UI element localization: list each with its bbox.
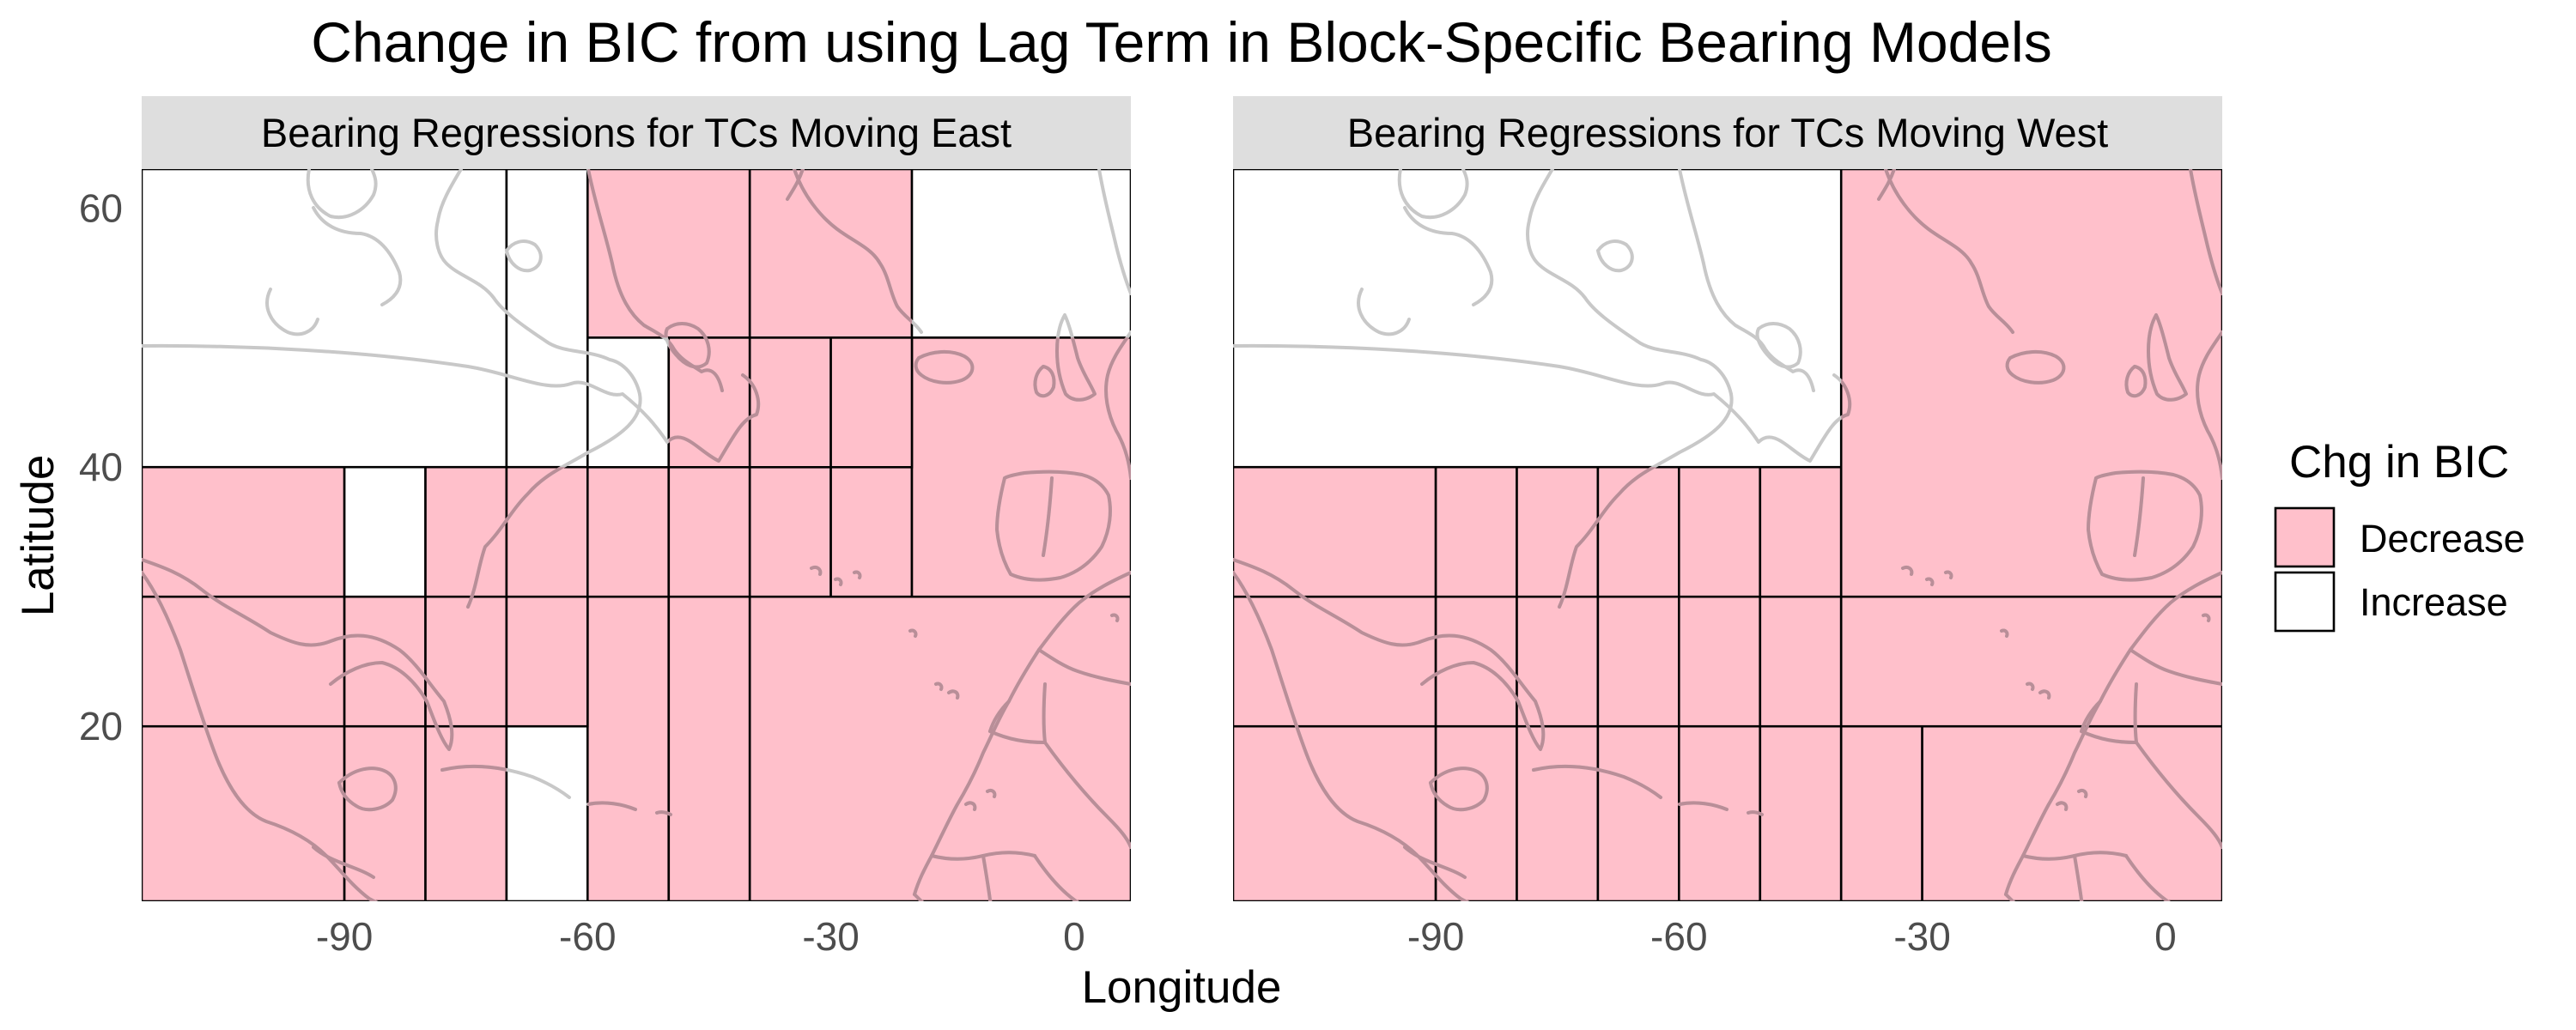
block-increase <box>343 465 427 598</box>
y-axis-title: Latitude <box>13 455 64 617</box>
block-decrease <box>1434 724 1518 901</box>
block-decrease <box>1759 465 1843 598</box>
x-tick-label: -60 <box>1650 914 1707 959</box>
block-decrease <box>1839 724 1923 901</box>
block-increase <box>505 724 589 901</box>
legend-swatch-increase <box>2274 571 2336 633</box>
block-increase <box>505 169 589 469</box>
block-grid-east <box>142 169 1131 901</box>
x-axis-ticks: -90 -60 -30 0 -90 -60 -30 0 <box>316 914 2177 959</box>
y-axis-ticks: 20 40 60 <box>79 185 123 748</box>
x-tick-label: 0 <box>1063 914 1085 959</box>
block-decrease <box>1596 595 1680 728</box>
block-decrease <box>829 336 914 469</box>
block-decrease <box>142 465 346 598</box>
x-axis-title: Longitude <box>1082 962 1282 1013</box>
block-decrease <box>1516 724 1600 901</box>
block-decrease <box>586 595 670 901</box>
block-decrease <box>1233 595 1437 728</box>
block-decrease <box>343 724 427 901</box>
y-tick-label: 40 <box>79 445 123 489</box>
legend: Chg in BIC Decrease Increase <box>2274 437 2525 633</box>
panel-strip-west <box>1233 96 2222 169</box>
block-decrease <box>1839 595 2222 728</box>
panel-strip-label-west: Bearing Regressions for TCs Moving West <box>1347 110 2108 155</box>
block-decrease <box>910 336 1131 598</box>
legend-swatch-decrease <box>2274 506 2336 568</box>
block-decrease <box>1678 595 1762 728</box>
block-decrease <box>505 595 589 728</box>
block-decrease <box>748 465 832 598</box>
legend-label-increase: Increase <box>2360 580 2508 624</box>
block-decrease <box>586 169 751 339</box>
block-decrease <box>142 595 346 728</box>
x-tick-label: -30 <box>802 914 859 959</box>
block-decrease <box>748 169 914 339</box>
block-decrease <box>748 336 832 469</box>
x-tick-label: -90 <box>1407 914 1464 959</box>
block-decrease <box>142 724 346 901</box>
panel-strip-east <box>142 96 1131 169</box>
x-tick-label: -60 <box>559 914 616 959</box>
block-grid-west <box>1233 169 2222 901</box>
block-decrease <box>1596 465 1680 598</box>
block-decrease <box>1434 465 1518 598</box>
x-tick-label: -90 <box>316 914 373 959</box>
block-increase <box>910 169 1131 339</box>
block-decrease <box>748 595 1131 901</box>
panel-moving-east: Bearing Regressions for TCs Moving East <box>142 96 1132 902</box>
panel-moving-west: Bearing Regressions for TCs Moving West <box>1233 96 2223 902</box>
block-decrease <box>1516 595 1600 728</box>
x-tick-label: -30 <box>1893 914 1950 959</box>
block-decrease <box>505 465 589 598</box>
panel-strip-label-east: Bearing Regressions for TCs Moving East <box>261 110 1012 155</box>
block-decrease <box>1233 724 1437 901</box>
y-tick-label: 60 <box>79 185 123 230</box>
block-decrease <box>1596 724 1680 901</box>
block-decrease <box>1678 465 1762 598</box>
y-tick-label: 20 <box>79 704 123 748</box>
block-decrease <box>1516 465 1600 598</box>
block-increase <box>1233 169 1843 469</box>
block-decrease <box>1759 595 1843 728</box>
block-decrease <box>829 465 914 598</box>
block-decrease <box>424 724 508 901</box>
block-decrease <box>667 465 751 598</box>
legend-title: Chg in BIC <box>2289 437 2509 488</box>
block-decrease <box>424 595 508 728</box>
block-decrease <box>1921 724 2222 901</box>
block-increase <box>142 169 508 469</box>
x-tick-label: 0 <box>2154 914 2177 959</box>
block-decrease <box>586 465 670 598</box>
block-decrease <box>1759 724 1843 901</box>
block-decrease <box>667 595 751 901</box>
legend-label-decrease: Decrease <box>2360 517 2525 560</box>
block-decrease <box>1233 465 1437 598</box>
block-decrease <box>424 465 508 598</box>
chart-title: Change in BIC from using Lag Term in Blo… <box>311 10 2051 74</box>
